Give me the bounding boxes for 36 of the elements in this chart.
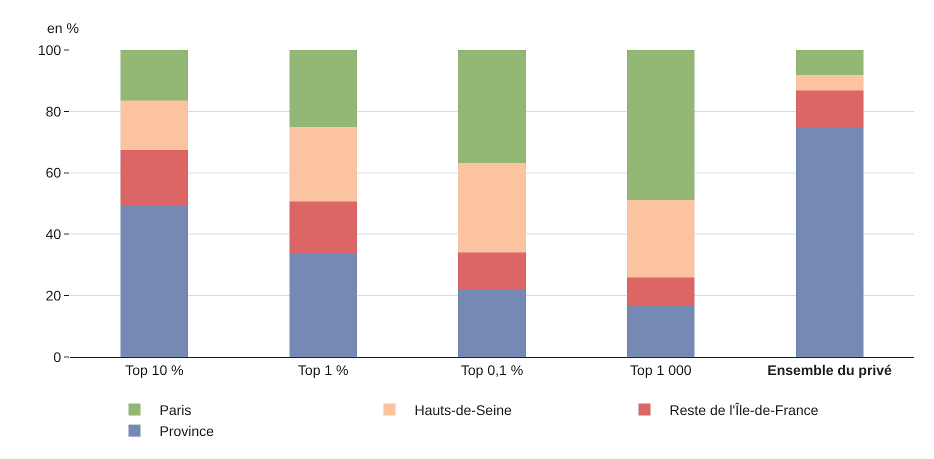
bar [289, 126, 357, 202]
bar [289, 202, 357, 254]
bar [796, 128, 864, 357]
bar [458, 252, 526, 290]
y-tick-label: 100 [38, 42, 62, 58]
y-tick-label: 0 [53, 348, 62, 365]
legend-label: Paris [160, 402, 192, 418]
bar [120, 150, 188, 206]
x-tick-label: Top 10 % [125, 362, 184, 378]
legend-label: Hauts-de-Seine [414, 402, 512, 418]
y-tick-label: 80 [46, 103, 62, 120]
bar [458, 289, 526, 357]
bar [627, 50, 695, 200]
bar [796, 90, 864, 128]
x-tick-label: Top 1 000 [630, 362, 692, 378]
bar [458, 162, 526, 252]
legend-label: Province [160, 423, 214, 440]
bar [120, 205, 188, 357]
x-tick-label: Ensemble du privé [767, 362, 892, 378]
bar [627, 200, 695, 278]
bar [796, 50, 864, 76]
bar [627, 304, 695, 357]
bar [289, 50, 357, 127]
bar [289, 254, 357, 357]
y-tick-label: 60 [46, 164, 62, 181]
y-tick-label: 40 [46, 226, 62, 242]
bar [796, 75, 864, 91]
legend-label: Reste de l'Île-de-France [670, 402, 819, 418]
y-tick-label: 20 [46, 288, 62, 304]
x-tick-label: Top 0,1 % [460, 362, 524, 378]
bar [120, 50, 188, 101]
bar [458, 50, 526, 163]
bar [120, 100, 188, 150]
x-tick-label: Top 1 % [298, 362, 348, 378]
y-axis-title: en % [47, 20, 79, 36]
bar [627, 277, 695, 305]
